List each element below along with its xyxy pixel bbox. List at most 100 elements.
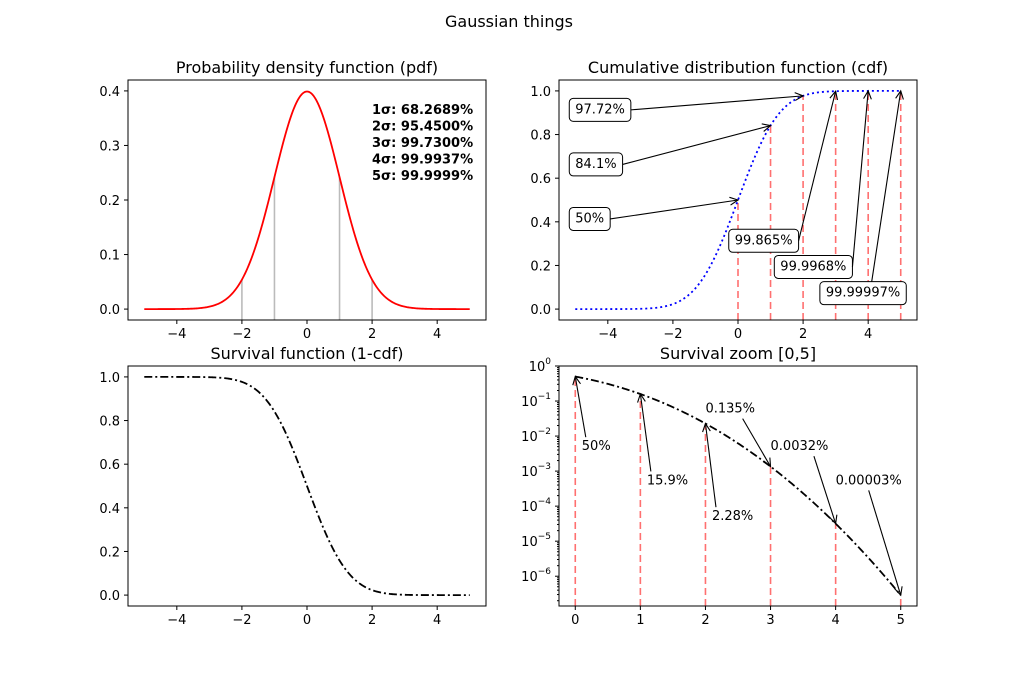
annotation: 2.28% <box>702 422 753 524</box>
series-line <box>144 376 470 596</box>
annotation: 0.135% <box>705 402 772 468</box>
annotation-arrowhead <box>863 89 872 100</box>
y-tick-label: 10−4 <box>521 497 551 515</box>
x-tick-label: 5 <box>897 613 905 628</box>
y-tick-label: 0.3 <box>99 139 120 154</box>
annotation-label: 0.135% <box>705 402 755 417</box>
y-tick-label: 0.2 <box>99 194 120 209</box>
panel-title: Survival function (1-cdf) <box>210 344 403 363</box>
y-tick-label: 0.0 <box>99 589 120 604</box>
x-tick-label: 2 <box>368 327 376 342</box>
y-tick-label: 10−3 <box>521 462 551 480</box>
x-tick-label: 2 <box>701 613 709 628</box>
annotation-label: 2.28% <box>712 509 753 524</box>
series-line <box>144 90 470 310</box>
annotation-arrowhead <box>761 123 772 132</box>
annotation-arrowhead <box>794 92 805 101</box>
annotation-arrowhead <box>894 586 903 597</box>
y-tick-label: 10−1 <box>521 392 551 410</box>
annotation-arrow <box>798 91 837 241</box>
y-tick-label: 10−5 <box>521 532 551 550</box>
annotation-arrow <box>704 423 717 508</box>
x-tick-label: 4 <box>831 613 839 628</box>
x-tick-label: 0 <box>734 327 742 342</box>
y-tick-label: 0.8 <box>99 415 120 430</box>
x-tick-label: −2 <box>663 327 682 342</box>
y-tick-label: 1.0 <box>99 371 120 386</box>
annotation-arrow <box>742 418 772 467</box>
annotation: 99.865% <box>728 89 839 253</box>
y-tick-label: 0.6 <box>530 172 551 187</box>
x-tick-label: 0 <box>303 327 311 342</box>
panel-survival: Survival function (1-cdf) −4 −2 0 2 4 0.0 0.2 0.… <box>99 344 487 628</box>
annotation: 50% <box>568 196 740 231</box>
figure-title: Gaussian things <box>445 12 573 31</box>
y-tick-label: 0.0 <box>99 303 120 318</box>
y-tick-label: 0.1 <box>99 249 120 264</box>
x-tick-label: 4 <box>433 613 441 628</box>
x-tick-label: 0 <box>571 613 579 628</box>
panel-title: Probability density function (pdf) <box>176 58 438 77</box>
y-tick-label: 0.0 <box>530 303 551 318</box>
x-tick-label: 2 <box>799 327 807 342</box>
annotation-label: 50% <box>575 211 604 226</box>
x-tick-label: 1 <box>636 613 644 628</box>
x-tick-label: −4 <box>598 327 617 342</box>
annotation-arrowhead <box>895 89 904 100</box>
annotation-arrowhead <box>829 514 838 525</box>
series-line <box>575 375 902 596</box>
annotation-arrow <box>622 125 771 165</box>
panel-pdf: Probability density function (pdf) −4 −2 0 2… <box>99 58 487 342</box>
annotation-label: 15.9% <box>647 473 688 488</box>
annotation-arrowhead <box>829 89 839 101</box>
x-tick-label: 4 <box>433 327 441 342</box>
sigma-text: 3σ: 99.7300% <box>372 136 473 151</box>
x-tick-label: 3 <box>766 613 774 628</box>
annotation-label: 99.99997% <box>826 286 900 301</box>
x-tick-label: −2 <box>232 327 251 342</box>
annotation: 84.1% <box>568 123 772 177</box>
annotation-arrow <box>630 95 804 111</box>
x-tick-label: −4 <box>167 327 186 342</box>
annotation-label: 99.9968% <box>780 259 846 274</box>
annotation-arrow <box>639 393 652 472</box>
annotation-label: 50% <box>582 439 611 454</box>
annotation-arrowhead <box>637 392 646 403</box>
x-tick-label: −2 <box>232 613 251 628</box>
annotation-label: 0.0032% <box>771 439 829 454</box>
y-tick-label: 0.6 <box>99 458 120 473</box>
annotation-label: 84.1% <box>575 157 616 172</box>
x-tick-label: 4 <box>864 327 872 342</box>
x-tick-label: 2 <box>368 613 376 628</box>
y-tick-label: 10−2 <box>521 427 551 445</box>
annotation-arrow <box>610 199 739 220</box>
y-tick-label: 0.8 <box>530 129 551 144</box>
annotation-arrowhead <box>702 422 711 433</box>
y-tick-label: 1.0 <box>530 85 551 100</box>
y-tick-label: 0.4 <box>530 216 551 231</box>
annotation-arrowhead <box>572 375 581 386</box>
y-tick-label: 0.2 <box>530 259 551 274</box>
axes-frame <box>558 365 918 607</box>
sigma-text: 4σ: 99.9937% <box>372 153 473 168</box>
annotation-arrowhead <box>729 196 740 206</box>
y-tick-label: 0.4 <box>99 85 120 100</box>
annotation-arrowhead <box>762 457 772 468</box>
panel-survival_zoom: Survival zoom [0,5] 0 1 2 3 4 5 10−6 10−5 10−4 10−… <box>521 344 918 628</box>
annotation: 97.72% <box>568 92 805 122</box>
annotation: 99.99997% <box>819 89 907 306</box>
annotation-arrow <box>851 90 869 268</box>
y-tick-label: 0.4 <box>99 502 120 517</box>
annotation-arrow <box>871 90 902 282</box>
annotation-arrow <box>868 490 902 596</box>
chart-panels: Probability density function (pdf) −4 −2 0 2… <box>99 58 918 628</box>
annotation: 15.9% <box>637 392 688 488</box>
annotation: 50% <box>572 375 611 454</box>
sigma-text: 1σ: 68.2689% <box>372 103 473 118</box>
annotation: 0.0032% <box>771 439 838 525</box>
panel-cdf: Cumulative distribution function (cdf) −4… <box>530 58 918 342</box>
annotation: 0.00003% <box>836 473 903 597</box>
annotation-label: 97.72% <box>575 102 625 117</box>
sigma-text: 5σ: 99.9999% <box>372 169 473 184</box>
